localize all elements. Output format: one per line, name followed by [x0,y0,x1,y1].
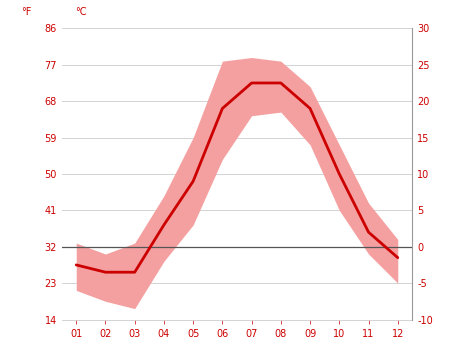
Text: °C: °C [75,7,87,17]
Text: °F: °F [21,7,32,17]
